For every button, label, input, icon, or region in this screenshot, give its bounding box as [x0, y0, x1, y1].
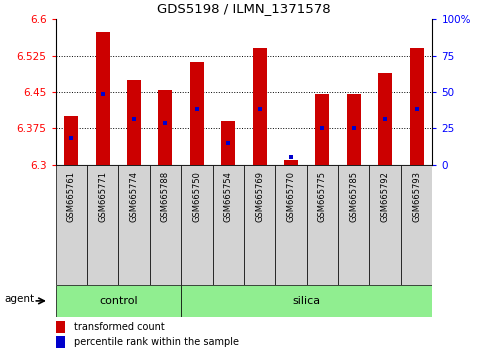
Bar [127, 80, 141, 165]
Bar [244, 165, 275, 285]
Bar [150, 165, 181, 285]
Bar [221, 121, 235, 165]
Text: GSM665769: GSM665769 [255, 171, 264, 222]
Bar [64, 116, 78, 165]
Bar [401, 165, 432, 285]
Text: GSM665761: GSM665761 [67, 171, 76, 222]
Bar [275, 165, 307, 285]
Text: GSM665754: GSM665754 [224, 171, 233, 222]
Bar [56, 285, 181, 317]
Text: GSM665771: GSM665771 [98, 171, 107, 222]
Bar [181, 285, 432, 317]
Text: GSM665750: GSM665750 [192, 171, 201, 222]
Text: GSM665792: GSM665792 [381, 171, 390, 222]
Bar [181, 165, 213, 285]
Text: control: control [99, 296, 138, 306]
Text: GSM665774: GSM665774 [129, 171, 139, 222]
Bar [347, 95, 361, 165]
Bar [307, 165, 338, 285]
Text: GSM665793: GSM665793 [412, 171, 421, 222]
Bar [338, 165, 369, 285]
Text: percentile rank within the sample: percentile rank within the sample [74, 337, 239, 347]
Text: silica: silica [293, 296, 321, 306]
Bar [378, 73, 392, 165]
Bar [284, 160, 298, 165]
Bar [118, 165, 150, 285]
Text: GSM665770: GSM665770 [286, 171, 296, 222]
Bar [96, 32, 110, 165]
Bar [158, 90, 172, 165]
Bar [315, 95, 329, 165]
Bar [213, 165, 244, 285]
Bar [410, 48, 424, 165]
Bar [87, 165, 118, 285]
Title: GDS5198 / ILMN_1371578: GDS5198 / ILMN_1371578 [157, 2, 331, 16]
Bar [369, 165, 401, 285]
Bar [56, 336, 65, 348]
Text: transformed count: transformed count [74, 322, 165, 332]
Bar [56, 165, 87, 285]
Bar [56, 321, 65, 333]
Text: GSM665785: GSM665785 [349, 171, 358, 222]
Text: GSM665788: GSM665788 [161, 171, 170, 222]
Text: GSM665775: GSM665775 [318, 171, 327, 222]
Text: agent: agent [4, 294, 35, 304]
Bar [190, 62, 204, 165]
Bar [253, 48, 267, 165]
